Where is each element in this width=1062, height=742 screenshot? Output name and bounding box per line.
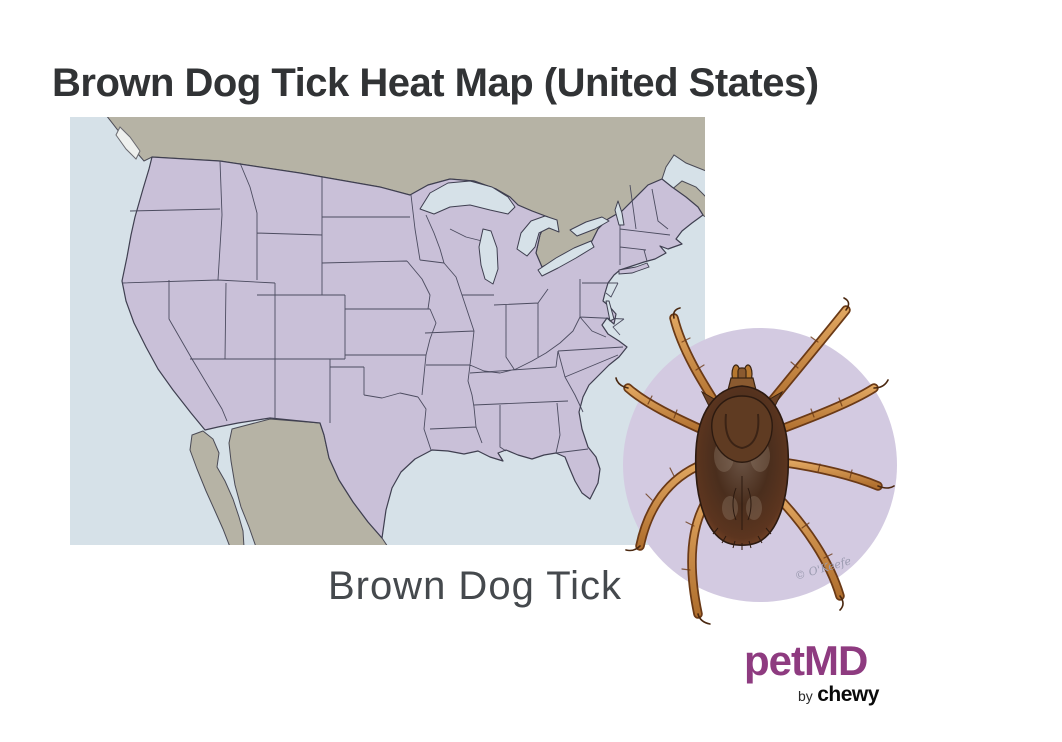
baja-california-shape [189, 430, 245, 545]
tick-svg: © O'Keefe [615, 297, 897, 625]
chesapeake-bay [605, 300, 615, 322]
vancouver-island [115, 126, 141, 160]
lake-ontario [569, 216, 610, 237]
byline-prefix: by [798, 688, 813, 704]
lake-superior [419, 180, 516, 215]
lake-champlain [614, 200, 625, 226]
brand-byline: by chewy [798, 684, 879, 705]
map-caption: Brown Dog Tick [327, 564, 623, 608]
lake-michigan [478, 228, 499, 285]
us-heat-map [70, 117, 705, 545]
lake-erie [537, 240, 595, 277]
page-title: Brown Dog Tick Heat Map (United States) [52, 60, 819, 105]
tick-body-markings [712, 476, 772, 550]
us-map-svg [70, 117, 705, 545]
chewy-wordmark: chewy [817, 683, 879, 706]
tick-scutum-mark [724, 413, 760, 450]
tick-scutum [711, 395, 773, 463]
petmd-wordmark: petMD [744, 637, 868, 684]
long-island [618, 262, 650, 275]
state-borders [121, 160, 671, 454]
lake-huron [516, 215, 560, 257]
brand-logo: petMD by chewy [744, 637, 879, 706]
great-lakes [419, 180, 625, 322]
tick-figure: © O'Keefe [590, 278, 940, 638]
